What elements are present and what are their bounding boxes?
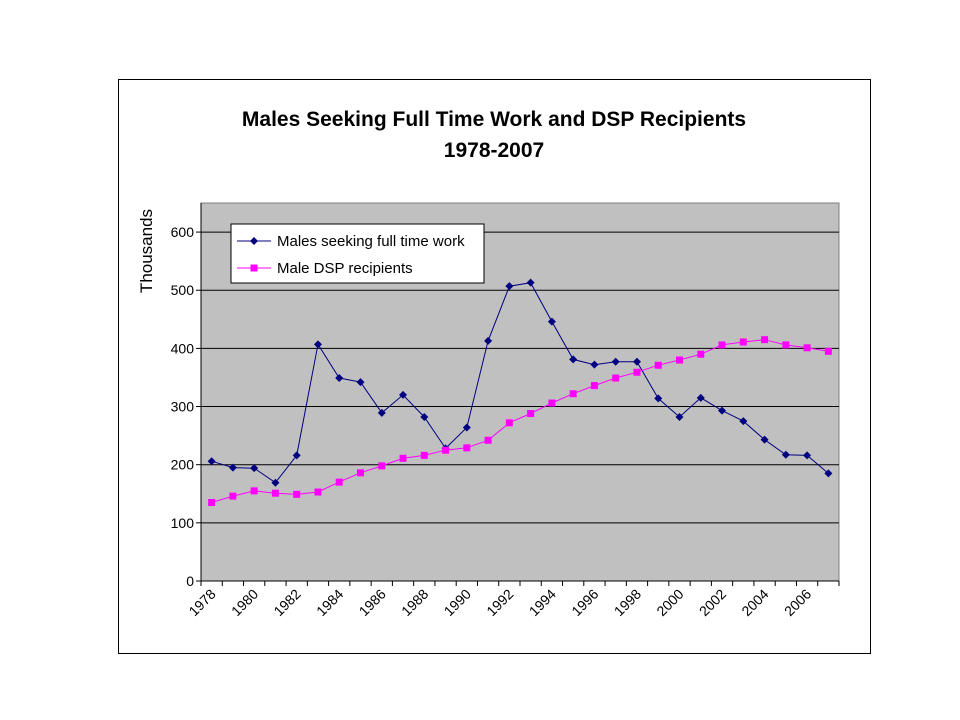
y-tick-label: 200 [171, 457, 195, 473]
data-point [377, 408, 386, 417]
data-point [760, 435, 769, 444]
series-line [211, 282, 829, 484]
data-point [313, 340, 322, 349]
data-point [761, 336, 769, 344]
data-point [782, 341, 790, 349]
legend: Males seeking full time work Male DSP rec… [230, 223, 485, 284]
data-point [271, 478, 280, 487]
y-tick-label: 600 [171, 224, 195, 240]
data-point [739, 417, 748, 426]
x-tick-label: 2004 [738, 586, 771, 619]
data-point [611, 357, 620, 366]
data-point [718, 341, 726, 349]
data-point [229, 492, 237, 500]
data-point [824, 347, 832, 355]
data-point [612, 374, 620, 382]
data-point [357, 469, 364, 477]
data-point [420, 413, 429, 422]
chart-subtitle: 1978-2007 [444, 139, 544, 162]
data-point [803, 344, 811, 352]
data-point [207, 457, 216, 466]
legend-box [230, 223, 485, 284]
data-point [420, 451, 428, 459]
data-point [314, 488, 322, 496]
data-point [676, 356, 683, 364]
data-point [208, 498, 216, 506]
data-point [335, 478, 343, 486]
y-tick-label: 0 [186, 573, 194, 589]
x-tick-label: 1994 [526, 586, 559, 619]
data-point [739, 338, 747, 346]
series-line [211, 339, 829, 503]
x-tick-label: 1992 [483, 586, 516, 619]
data-point [654, 361, 662, 369]
data-point [569, 355, 578, 364]
data-point [590, 360, 599, 369]
data-point [697, 350, 705, 358]
data-point [526, 278, 535, 287]
legend-marker [250, 264, 258, 272]
data-point [484, 336, 493, 345]
data-point [293, 490, 301, 498]
y-tick-label: 100 [171, 515, 195, 531]
data-point [547, 317, 556, 326]
data-point [718, 406, 727, 415]
data-point [590, 382, 598, 390]
data-point [442, 446, 450, 454]
data-point [228, 463, 237, 472]
data-point [696, 393, 705, 402]
x-tick-label: 2000 [653, 586, 686, 619]
x-tick-label: 1990 [441, 586, 474, 619]
data-point [654, 394, 663, 403]
data-point [781, 450, 790, 459]
data-point [505, 419, 513, 427]
data-point [484, 436, 492, 444]
data-point [356, 378, 365, 387]
x-tick-label: 2006 [781, 586, 814, 619]
data-point [803, 451, 812, 460]
y-tick-label: 500 [171, 282, 195, 298]
x-tick-label: 1996 [568, 586, 601, 619]
data-point [505, 282, 514, 291]
data-point [462, 423, 471, 432]
x-tick-label: 1982 [270, 586, 303, 619]
legend-label: Male DSP recipients [277, 260, 413, 277]
data-point [292, 451, 301, 460]
chart-title: Males Seeking Full Time Work and DSP Rec… [242, 108, 746, 131]
x-tick-label: 1986 [356, 586, 389, 619]
data-point [633, 368, 641, 376]
y-axis-label: Thousands [137, 209, 156, 293]
data-point [527, 410, 535, 418]
data-point [399, 454, 407, 462]
data-point [250, 487, 258, 495]
x-tick-label: 1998 [611, 586, 644, 619]
x-tick-label: 1984 [313, 586, 346, 619]
legend-label: Males seeking full time work [277, 233, 465, 250]
x-tick-label: 1980 [228, 586, 261, 619]
legend-marker [250, 237, 258, 245]
series-layer [207, 278, 833, 506]
data-point [250, 464, 259, 473]
data-point [399, 390, 408, 399]
data-point [632, 357, 641, 366]
data-point [548, 399, 556, 407]
data-point [824, 469, 833, 478]
x-tick-label: 1988 [398, 586, 431, 619]
data-point [675, 413, 684, 422]
data-point [569, 390, 577, 398]
data-point [271, 489, 279, 497]
data-point [463, 444, 471, 452]
data-point [378, 462, 386, 470]
data-point [335, 374, 344, 383]
y-tick-label: 400 [171, 340, 195, 356]
x-tick-label: 1978 [185, 586, 218, 619]
x-tick-label: 2002 [696, 586, 729, 619]
y-tick-label: 300 [171, 399, 195, 415]
